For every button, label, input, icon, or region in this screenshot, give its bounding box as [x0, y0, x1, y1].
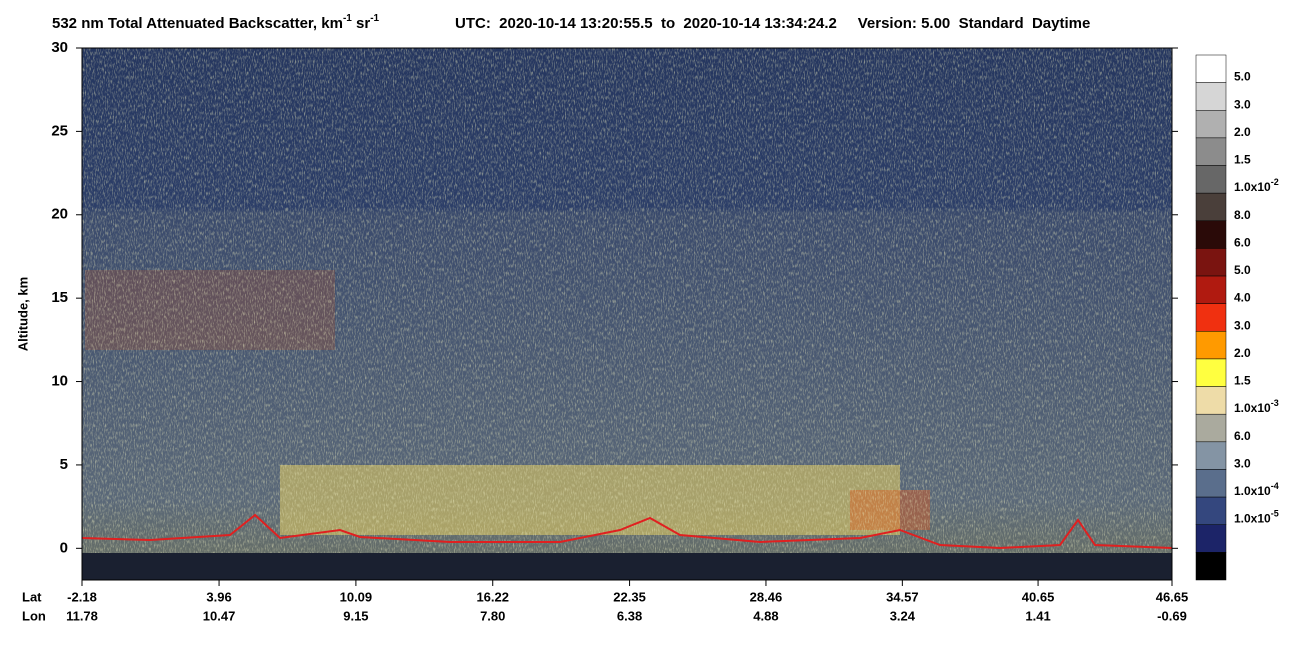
x-tick-label: -2.18	[67, 589, 97, 604]
colorbar-label: 1.0x10-3	[1234, 399, 1279, 416]
x-tick-label: 22.35	[613, 589, 646, 604]
colorbar-bin	[1195, 248, 1227, 277]
colorbar-bin	[1195, 54, 1227, 83]
colorbar-label-text: 2.0	[1234, 346, 1251, 360]
y-tick-label: 5	[60, 456, 68, 473]
y-tick-label: 10	[51, 373, 68, 390]
title-part: 532 nm Total Attenuated Backscatter, km	[52, 15, 343, 32]
colorbar-label-exp: -2	[1271, 178, 1279, 188]
colorbar-label: 6.0	[1234, 236, 1251, 250]
lon-tick-label: 3.24	[890, 608, 916, 623]
colorbar-label-text: 1.5	[1234, 153, 1251, 167]
colorbar-label-text: 1.0x10	[1234, 401, 1271, 415]
lon-tick-label: 11.78	[66, 608, 98, 623]
x-tick-label: 3.96	[206, 589, 231, 604]
colorbar-label: 4.0	[1234, 291, 1251, 305]
lon-tick-label: 1.41	[1025, 608, 1050, 623]
lon-tick-label: 10.47	[203, 608, 236, 623]
colorbar-label: 8.0	[1234, 208, 1251, 222]
title-info: UTC: 2020-10-14 13:20:55.5 to 2020-10-14…	[455, 15, 1090, 32]
title-part: sr	[352, 15, 371, 32]
colorbar-label: 3.0	[1234, 457, 1251, 471]
title-superscript: -1	[370, 13, 379, 24]
colorbar-bin	[1195, 552, 1227, 581]
colorbar-label: 1.0x10-5	[1234, 509, 1279, 526]
colorbar-label: 5.0	[1234, 70, 1251, 84]
title-superscript: -1	[343, 13, 352, 24]
x-row-label: Lat	[22, 589, 42, 604]
y-tick-label: 25	[51, 122, 68, 139]
colorbar-label: 3.0	[1234, 97, 1251, 111]
y-tick-label: 15	[51, 289, 68, 306]
x-tick-label: 40.65	[1022, 589, 1055, 604]
lon-tick-label: 4.88	[753, 608, 778, 623]
lon-tick-label: 9.15	[343, 608, 368, 623]
y-tick-label: 0	[60, 539, 68, 556]
colorbar-label: 1.0x10-2	[1234, 178, 1279, 195]
colorbar-label-text: 1.5	[1234, 374, 1251, 388]
colorbar-bin	[1195, 165, 1227, 194]
colorbar-label: 1.5	[1234, 153, 1251, 167]
colorbar-label-text: 3.0	[1234, 97, 1251, 111]
colorbar-bin	[1195, 220, 1227, 249]
x-row-label: Lon	[22, 608, 46, 623]
colorbar-bin	[1195, 469, 1227, 498]
colorbar-bin	[1195, 441, 1227, 470]
colorbar-label: 3.0	[1234, 318, 1251, 332]
colorbar-bin	[1195, 192, 1227, 222]
y-tick-label: 30	[51, 39, 68, 56]
plot-frame	[81, 47, 1173, 581]
colorbar-bin	[1195, 524, 1227, 553]
colorbar-bin	[1195, 386, 1227, 415]
colorbar-label: 5.0	[1234, 263, 1251, 277]
colorbar-label-text: 5.0	[1234, 263, 1251, 277]
colorbar-label-text: 6.0	[1234, 236, 1251, 250]
lon-tick-label: 6.38	[617, 608, 642, 623]
colorbar-label: 1.5	[1234, 374, 1251, 388]
colorbar-label: 2.0	[1234, 346, 1251, 360]
y-tick-label: 20	[51, 206, 68, 223]
colorbar-bin	[1195, 331, 1227, 360]
colorbar-label-exp: -3	[1271, 399, 1279, 409]
chart-title: 532 nm Total Attenuated Backscatter, km-…	[52, 13, 380, 32]
colorbar-bin	[1195, 137, 1227, 166]
colorbar-bin	[1195, 413, 1227, 443]
colorbar-label-text: 5.0	[1234, 70, 1251, 84]
lon-tick-label: -0.69	[1157, 608, 1187, 623]
colorbar-label: 2.0	[1234, 125, 1251, 139]
colorbar-bin	[1195, 275, 1227, 304]
colorbar-bin	[1195, 358, 1227, 387]
colorbar-label-text: 1.0x10	[1234, 180, 1271, 194]
colorbar-bin	[1195, 110, 1227, 139]
colorbar-label-text: 1.0x10	[1234, 484, 1271, 498]
colorbar-bin	[1195, 303, 1227, 332]
colorbar-label-text: 6.0	[1234, 429, 1251, 443]
colorbar-label-text: 4.0	[1234, 291, 1251, 305]
colorbar-label-text: 3.0	[1234, 318, 1251, 332]
x-tick-label: 46.65	[1156, 589, 1189, 604]
colorbar-label: 1.0x10-4	[1234, 481, 1279, 498]
colorbar-label-text: 2.0	[1234, 125, 1251, 139]
colorbar-label: 6.0	[1234, 429, 1251, 443]
x-tick-label: 16.22	[476, 589, 509, 604]
colorbar-label-text: 1.0x10	[1234, 512, 1271, 526]
colorbar-label-exp: -4	[1271, 481, 1279, 491]
x-tick-label: 10.09	[340, 589, 373, 604]
backscatter-image	[82, 48, 1172, 580]
colorbar-bin	[1195, 82, 1227, 111]
y-axis-label: Altitude, km	[15, 277, 30, 351]
colorbar-label-exp: -5	[1271, 509, 1279, 519]
colorbar-label-text: 3.0	[1234, 457, 1251, 471]
lon-tick-label: 7.80	[480, 608, 505, 623]
colorbar-bin	[1195, 496, 1227, 525]
colorbar-label-text: 8.0	[1234, 208, 1251, 222]
x-tick-label: 28.46	[750, 589, 783, 604]
x-tick-label: 34.57	[886, 589, 919, 604]
